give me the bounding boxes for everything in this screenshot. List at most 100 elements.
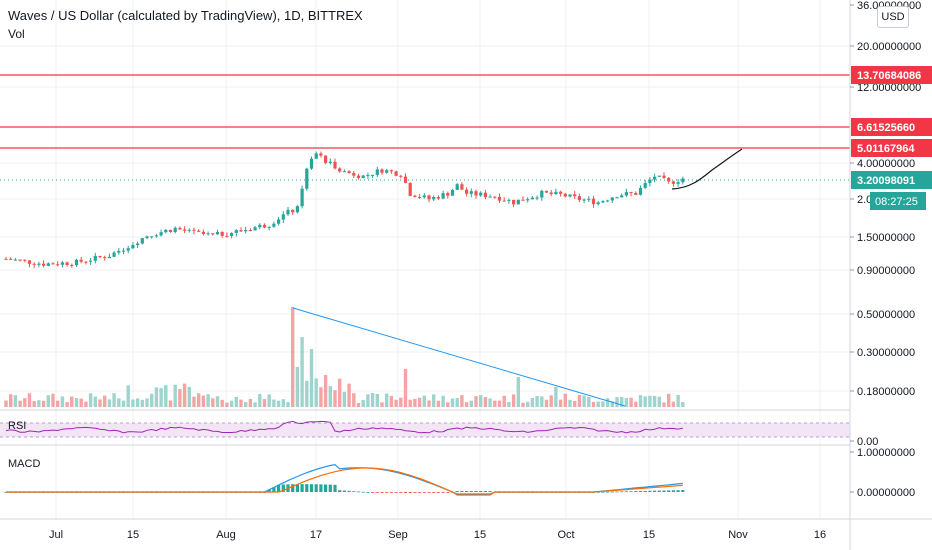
candle-body [559,191,563,194]
candle-body [9,258,13,260]
candle-body [385,170,389,173]
price-axis[interactable]: 36.0000000020.0000000012.000000004.00000… [849,0,932,550]
macd-histogram-bar [483,491,487,492]
macd-histogram-bar [441,492,445,493]
countdown-badge [870,192,926,210]
macd-histogram-bar [380,492,384,493]
volume-bar [657,396,661,407]
volume-bar [314,378,318,407]
price-level-value: 5.01167964 [857,143,915,155]
volume-bar [507,402,511,407]
candle-body [403,176,408,183]
volume-bar [225,402,229,407]
macd-histogram-bar [356,491,361,493]
volume-bars [4,307,685,407]
volume-bar [671,401,676,407]
currency-button[interactable]: USD [877,6,909,28]
volume-bar [352,393,356,407]
candle-body [455,184,459,190]
volume-bar [319,387,323,407]
volume-bar [4,400,8,407]
rsi-band [0,423,850,437]
volume-bar [140,399,144,407]
candle-body [244,230,248,232]
candle-body [230,232,234,236]
price-level-value: 6.61525660 [857,122,915,134]
volume-bar [309,349,314,407]
macd-histogram-bar [667,490,671,492]
volume-bar [201,395,206,407]
candle-body [27,260,32,264]
volume-bar [272,399,276,407]
volume-bar [662,402,666,407]
candle-body [23,259,27,261]
volume-bar [220,399,224,407]
volume-bar [441,395,445,407]
candle-body [70,264,74,266]
macd-histogram-bar [291,484,295,492]
candle-body [497,196,502,201]
volume-bar [192,396,196,407]
volume-bar [88,393,93,407]
macd-histogram-bar [352,491,356,492]
candle-body [65,262,69,265]
candle-body [206,233,210,235]
candle-body [502,200,506,202]
macd-histogram-bar [620,491,624,493]
price-candles [4,151,685,269]
candle-body [653,176,657,180]
volume-bar [394,399,398,407]
volume-bar [281,399,285,407]
candle-body [145,236,149,239]
candle-body [159,232,163,236]
candle-body [394,171,398,176]
volume-bar [126,385,130,407]
volume-bar [51,393,55,407]
volume-bar [638,395,643,407]
volume-trendline[interactable] [292,307,626,407]
candle-body [13,259,17,261]
macd-histogram-bar [375,492,379,493]
macd-histogram-bar [413,492,417,493]
last-price-badge [851,171,932,189]
volume-bar [131,399,135,407]
volume-bar [338,378,342,407]
price-axis-label: 1.50000000 [857,232,915,244]
candle-body [469,191,473,194]
volume-bar [446,402,450,407]
macd-histogram-bar [305,484,309,492]
volume-bar [399,397,403,407]
volume-bar [215,396,220,407]
candle-body [225,235,229,237]
macd-histogram-bar [389,492,393,493]
volume-bar [79,398,83,407]
volume-bar [37,400,41,407]
volume-bar [450,398,455,407]
price-levels[interactable] [0,74,850,149]
projection-line[interactable] [671,148,743,190]
macd-histogram-bar [601,491,605,493]
volume-bar [197,393,201,407]
volume-bar [511,394,516,407]
candle-body [187,229,191,231]
candle-body [18,259,22,261]
candle-body [164,229,168,233]
macd-histogram-bar [342,490,346,492]
candle-body [305,168,309,189]
candle-body [582,199,586,201]
candle-body [347,171,351,174]
macd-histogram-bar [408,492,412,493]
time-axis[interactable]: Jul 15 Aug 17 Sep 15 Oct 15 Nov 16 [0,518,932,541]
macd-histogram-bar [338,490,342,492]
candle-body [262,224,267,228]
candle-body [643,183,647,188]
candle-body [84,261,88,263]
candle-body [432,196,436,200]
volume-bar [417,397,422,407]
candle-body [173,227,177,233]
candle-body [446,193,450,196]
candle-body [460,184,464,190]
volume-bar [253,402,257,407]
volume-bar [497,400,502,407]
